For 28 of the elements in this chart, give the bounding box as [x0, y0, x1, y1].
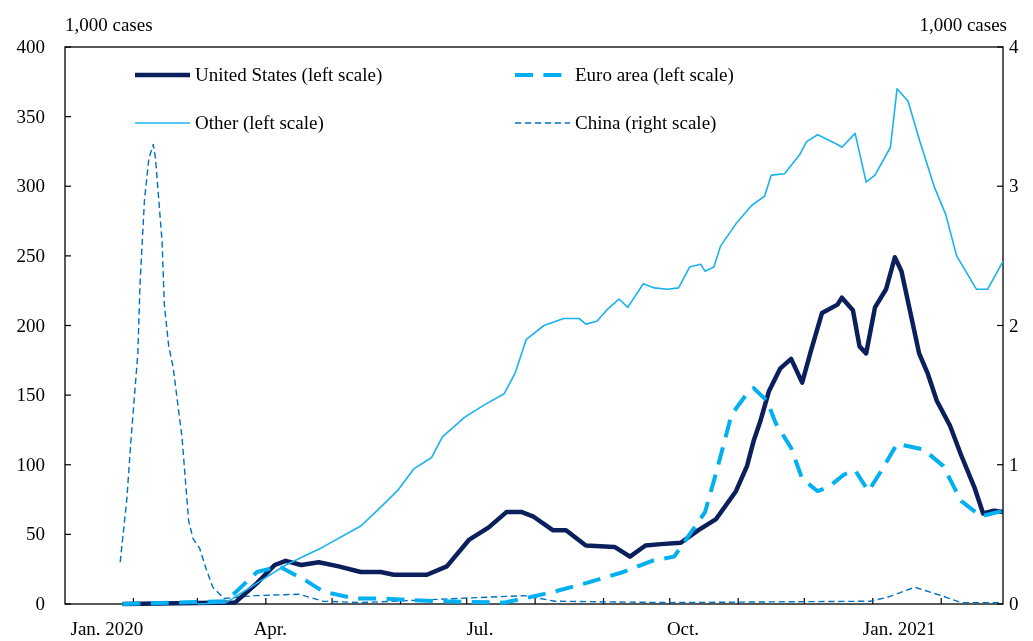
y2-axis-title: 1,000 cases — [919, 14, 1007, 35]
y2-tick-label: 1 — [1009, 453, 1019, 475]
legend-label: United States (left scale) — [195, 64, 383, 86]
y2-tick-label: 4 — [1009, 36, 1019, 57]
y-tick-label: 300 — [16, 175, 45, 197]
y-tick-label: 350 — [16, 105, 45, 127]
x-tick-label: Jan. 2021 — [862, 618, 936, 639]
x-tick-label: Jul. — [466, 618, 494, 639]
y-tick-label: 50 — [26, 523, 45, 545]
line-series — [119, 143, 1004, 604]
x-tick-label: Jan. 2020 — [70, 618, 144, 639]
y2-tick-label: 0 — [1009, 593, 1019, 614]
y-axis-title: 1,000 cases — [65, 14, 153, 35]
legend-label: Euro area (left scale) — [575, 64, 734, 86]
x-tick-label: Apr. — [253, 618, 287, 639]
y-tick-label: 250 — [16, 244, 45, 266]
y-tick-label: 100 — [16, 453, 45, 475]
line-series — [120, 386, 1005, 606]
x-tick-label: Oct. — [666, 618, 700, 639]
y-tick-label: 150 — [16, 384, 45, 406]
line-series — [196, 87, 1004, 605]
legend-label: Other (left scale) — [195, 112, 324, 134]
y-tick-label: 400 — [16, 36, 45, 57]
y2-tick-label: 3 — [1009, 175, 1019, 197]
legend-label: China (right scale) — [575, 112, 717, 134]
y-tick-label: 0 — [35, 593, 45, 614]
y-tick-label: 200 — [16, 314, 45, 336]
y2-tick-label: 2 — [1009, 314, 1019, 336]
